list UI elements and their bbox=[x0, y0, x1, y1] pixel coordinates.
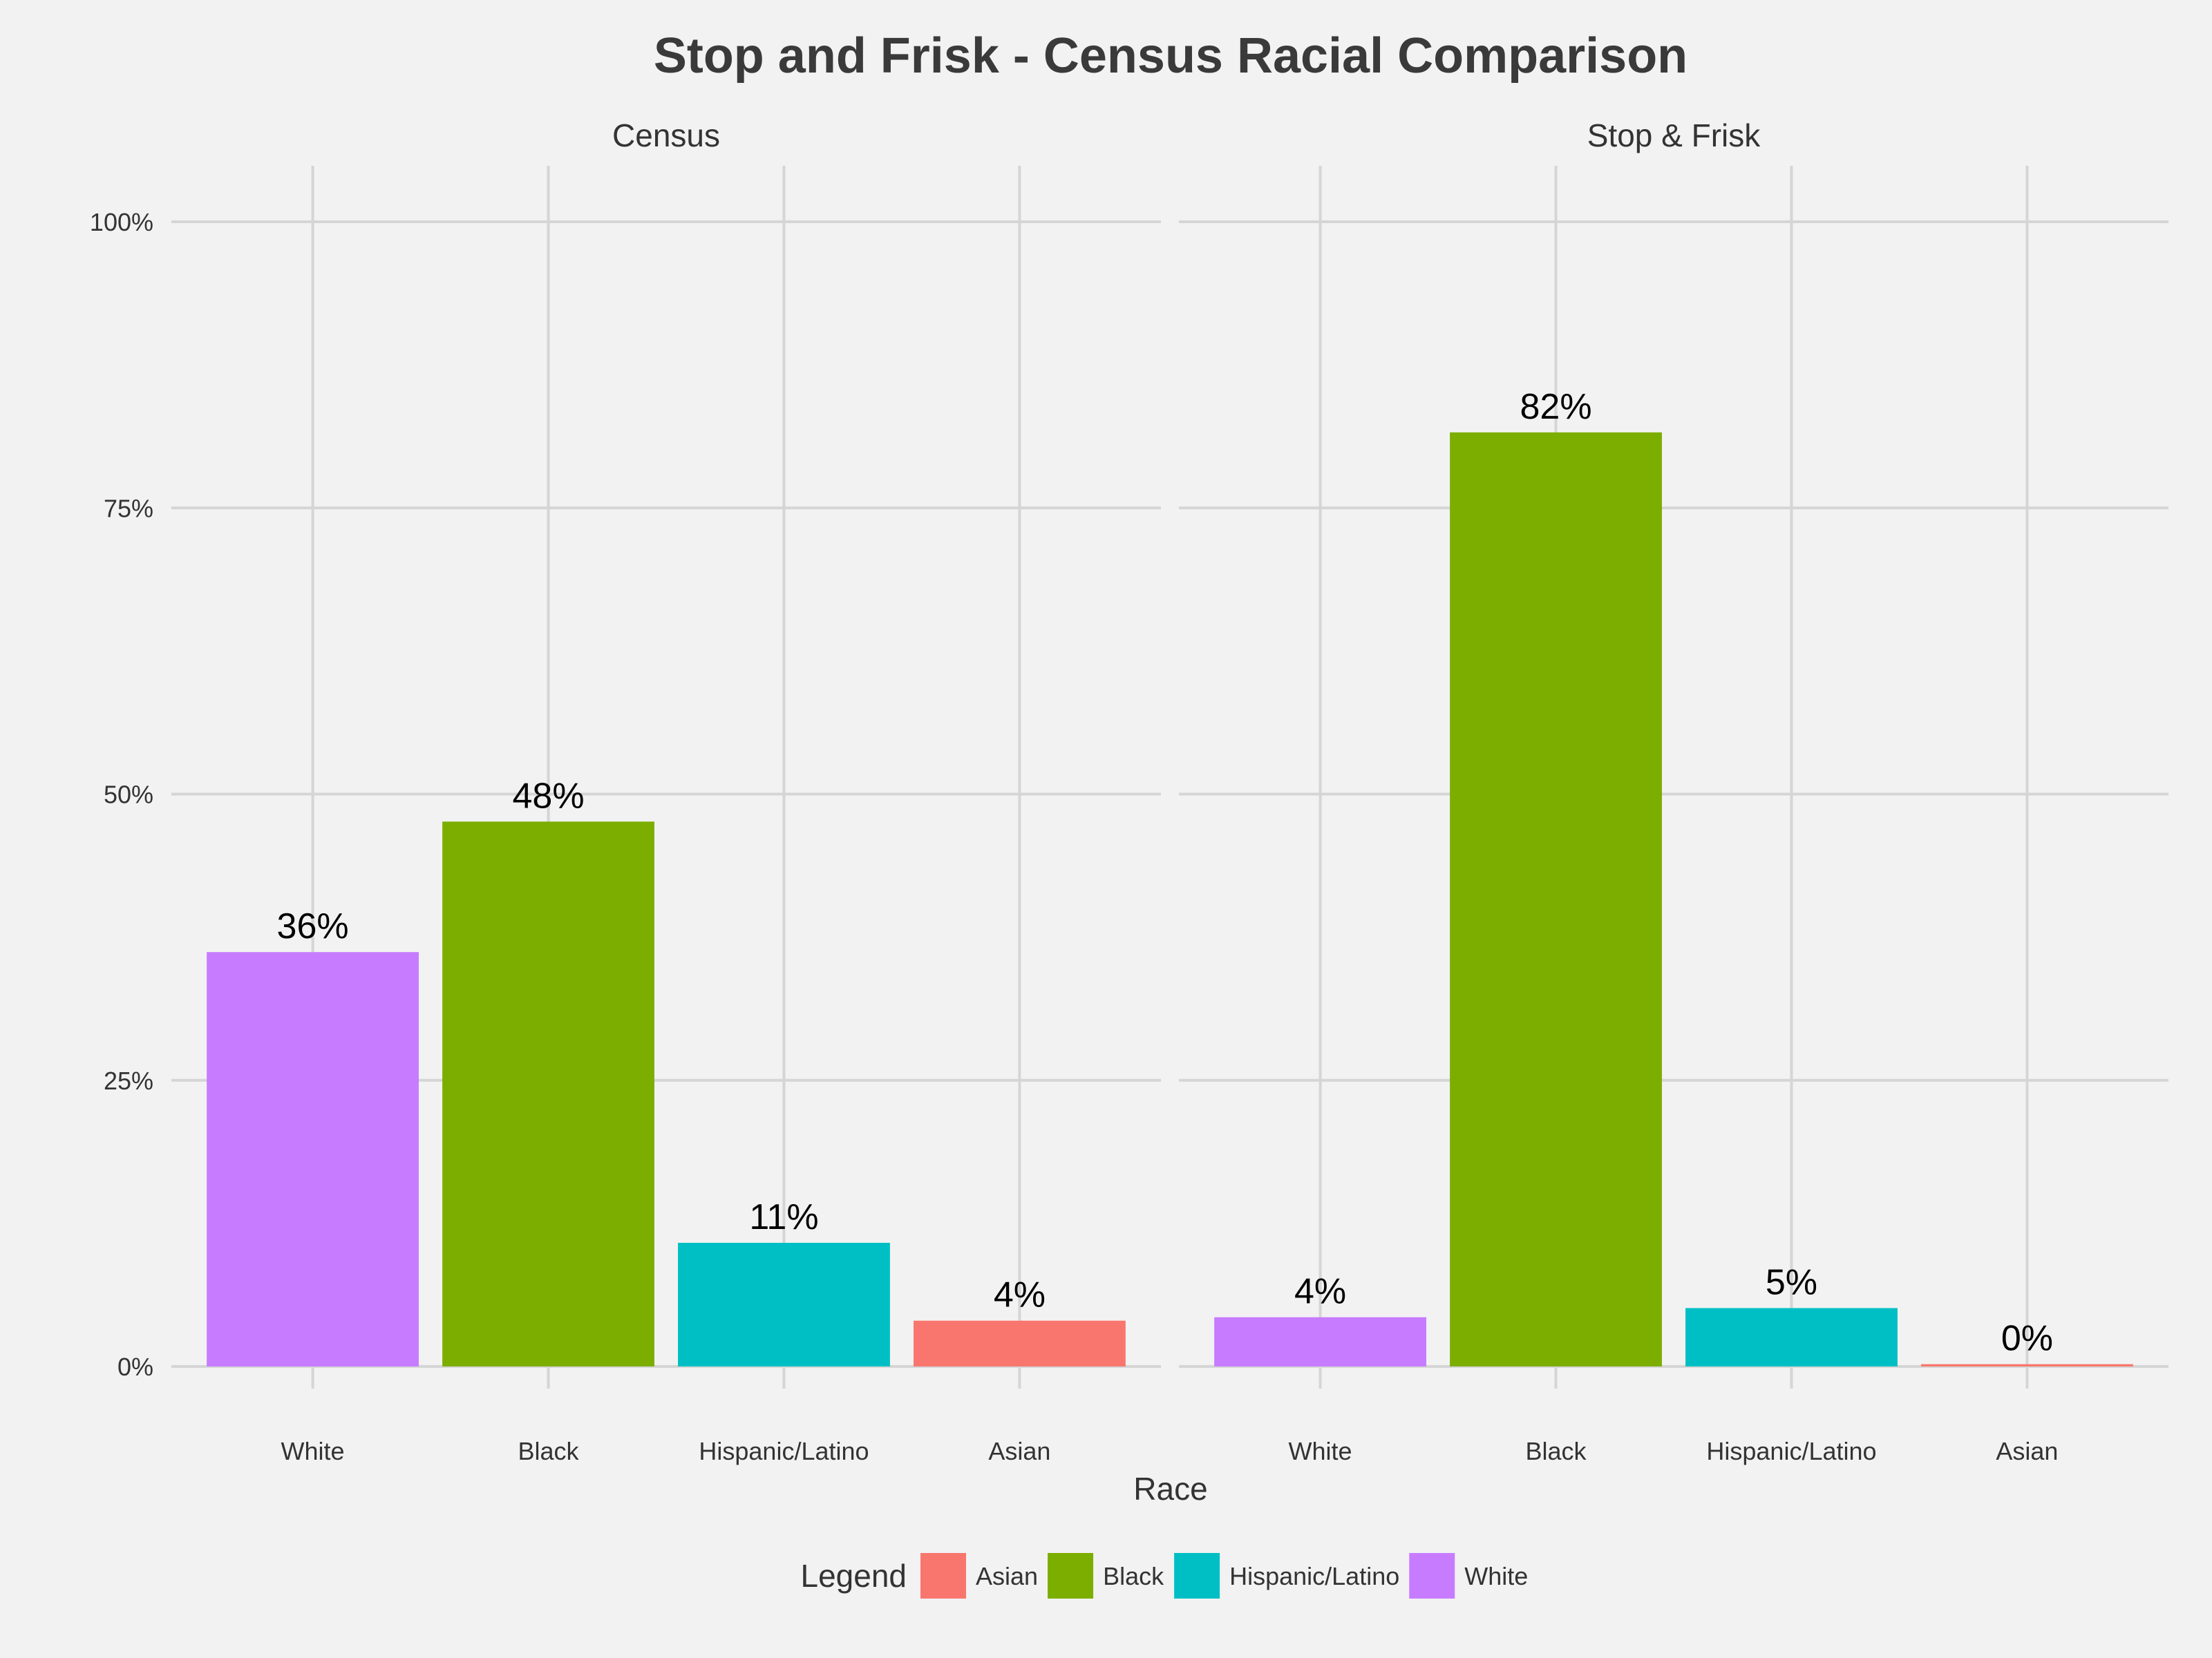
y-tick-label: 25% bbox=[104, 1067, 153, 1095]
x-tick-label: White bbox=[281, 1437, 345, 1465]
bar-black-0 bbox=[442, 821, 654, 1366]
legend-label: White bbox=[1464, 1562, 1528, 1590]
x-tick-label: Asian bbox=[988, 1437, 1050, 1465]
bar-asian-1 bbox=[1921, 1364, 2133, 1366]
legend-key-white bbox=[1409, 1553, 1455, 1599]
x-tick-label: Black bbox=[1526, 1437, 1587, 1465]
legend-label: Black bbox=[1103, 1562, 1164, 1590]
legend-key-hispanic-latino bbox=[1174, 1553, 1220, 1599]
data-label: 11% bbox=[749, 1197, 818, 1237]
data-label: 48% bbox=[512, 776, 584, 816]
y-tick-label: 100% bbox=[90, 208, 153, 236]
chart-title: Stop and Frisk - Census Racial Compariso… bbox=[654, 28, 1688, 84]
data-label: 5% bbox=[1766, 1262, 1817, 1302]
data-label: 4% bbox=[994, 1275, 1046, 1315]
bar-white-1 bbox=[1214, 1317, 1426, 1366]
data-label: 36% bbox=[277, 906, 349, 946]
legend-key-black bbox=[1048, 1553, 1094, 1599]
y-tick-label: 0% bbox=[117, 1353, 153, 1381]
y-tick-label: 50% bbox=[104, 781, 153, 809]
x-tick-label: Hispanic/Latino bbox=[699, 1437, 869, 1465]
x-axis-title: Race bbox=[1133, 1471, 1207, 1507]
legend-title: Legend bbox=[801, 1558, 907, 1594]
bar-black-1 bbox=[1450, 432, 1662, 1367]
x-tick-label: Hispanic/Latino bbox=[1706, 1437, 1876, 1465]
legend-key-asian bbox=[920, 1553, 966, 1599]
data-label: 82% bbox=[1520, 387, 1591, 427]
legend: Legend Asian Black Hispanic/Latino White bbox=[801, 1553, 1528, 1599]
data-label: 4% bbox=[1294, 1272, 1346, 1312]
plot-area: Census 36% White 48% Black 11% Hispanic/Latino… bbox=[90, 117, 2168, 1465]
x-tick-label: Asian bbox=[1996, 1437, 2058, 1465]
bar-white-0 bbox=[207, 952, 419, 1366]
x-tick-label: White bbox=[1289, 1437, 1352, 1465]
bar-hispanic-latino-0 bbox=[678, 1243, 890, 1366]
facet-label-0: Census bbox=[612, 117, 720, 153]
x-tick-label: Black bbox=[518, 1437, 580, 1465]
legend-label: Hispanic/Latino bbox=[1229, 1562, 1399, 1590]
facet-label-1: Stop & Frisk bbox=[1587, 117, 1761, 153]
legend-label: Asian bbox=[976, 1562, 1038, 1590]
y-tick-label: 75% bbox=[104, 494, 153, 522]
data-label: 0% bbox=[2001, 1319, 2053, 1359]
bar-asian-0 bbox=[914, 1320, 1126, 1366]
bar-hispanic-latino-1 bbox=[1685, 1308, 1898, 1366]
